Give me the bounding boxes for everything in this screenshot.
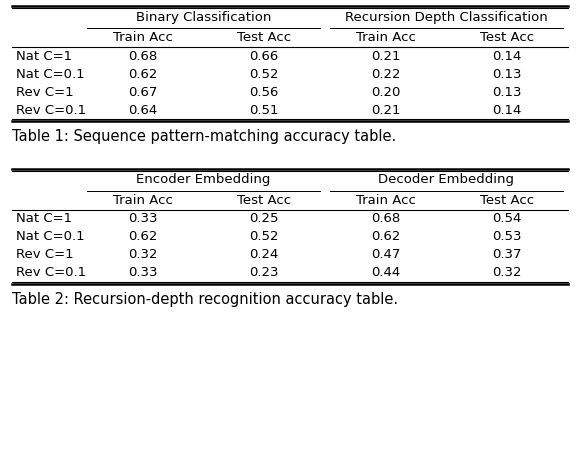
Text: 0.44: 0.44: [371, 267, 400, 280]
Text: Train Acc: Train Acc: [356, 31, 416, 44]
Text: Binary Classification: Binary Classification: [136, 11, 271, 23]
Text: Test Acc: Test Acc: [237, 31, 291, 44]
Text: Test Acc: Test Acc: [237, 194, 291, 207]
Text: 0.25: 0.25: [249, 212, 279, 226]
Text: 0.24: 0.24: [249, 248, 279, 261]
Text: 0.64: 0.64: [128, 103, 157, 116]
Text: Rev C=0.1: Rev C=0.1: [16, 103, 86, 116]
Text: 0.68: 0.68: [128, 49, 157, 62]
Text: 0.33: 0.33: [128, 267, 158, 280]
Text: Decoder Embedding: Decoder Embedding: [379, 173, 514, 186]
Text: 0.51: 0.51: [249, 103, 279, 116]
Text: 0.66: 0.66: [249, 49, 279, 62]
Text: Rev C=1: Rev C=1: [16, 85, 74, 98]
Text: Test Acc: Test Acc: [480, 31, 534, 44]
Text: 0.52: 0.52: [249, 68, 279, 81]
Text: 0.54: 0.54: [492, 212, 522, 226]
Text: Nat C=1: Nat C=1: [16, 49, 72, 62]
Text: Table 1: Sequence pattern-matching accuracy table.: Table 1: Sequence pattern-matching accur…: [12, 129, 396, 144]
Text: 0.47: 0.47: [371, 248, 400, 261]
Text: 0.52: 0.52: [249, 231, 279, 244]
Text: 0.68: 0.68: [371, 212, 400, 226]
Text: Train Acc: Train Acc: [113, 31, 173, 44]
Text: Encoder Embedding: Encoder Embedding: [136, 173, 271, 186]
Text: Rev C=1: Rev C=1: [16, 248, 74, 261]
Text: 0.32: 0.32: [492, 267, 522, 280]
Text: 0.21: 0.21: [371, 49, 401, 62]
Text: 0.13: 0.13: [492, 68, 522, 81]
Text: Nat C=1: Nat C=1: [16, 212, 72, 226]
Text: 0.37: 0.37: [492, 248, 522, 261]
Text: Rev C=0.1: Rev C=0.1: [16, 267, 86, 280]
Text: Test Acc: Test Acc: [480, 194, 534, 207]
Text: 0.56: 0.56: [249, 85, 279, 98]
Text: 0.13: 0.13: [492, 85, 522, 98]
Text: 0.20: 0.20: [371, 85, 400, 98]
Text: 0.21: 0.21: [371, 103, 401, 116]
Text: 0.32: 0.32: [128, 248, 158, 261]
Text: 0.14: 0.14: [492, 103, 522, 116]
Text: 0.14: 0.14: [492, 49, 522, 62]
Text: 0.22: 0.22: [371, 68, 401, 81]
Text: 0.53: 0.53: [492, 231, 522, 244]
Text: Train Acc: Train Acc: [113, 194, 173, 207]
Text: Nat C=0.1: Nat C=0.1: [16, 231, 85, 244]
Text: Table 2: Recursion-depth recognition accuracy table.: Table 2: Recursion-depth recognition acc…: [12, 292, 398, 307]
Text: 0.67: 0.67: [128, 85, 157, 98]
Text: 0.33: 0.33: [128, 212, 158, 226]
Text: 0.62: 0.62: [371, 231, 400, 244]
Text: 0.62: 0.62: [128, 231, 157, 244]
Text: Nat C=0.1: Nat C=0.1: [16, 68, 85, 81]
Text: Train Acc: Train Acc: [356, 194, 416, 207]
Text: Recursion Depth Classification: Recursion Depth Classification: [345, 11, 548, 23]
Text: 0.62: 0.62: [128, 68, 157, 81]
Text: 0.23: 0.23: [249, 267, 279, 280]
